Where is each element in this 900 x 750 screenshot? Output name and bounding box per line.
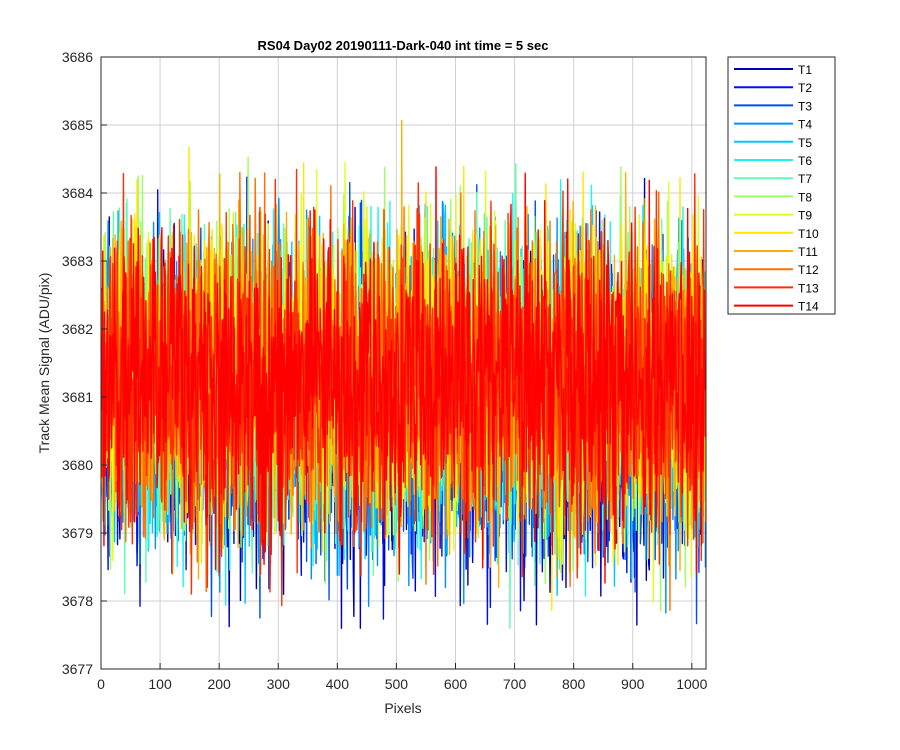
x-axis: 0 100 200 300 400 500 600 700 800 900 1000: [97, 663, 708, 692]
plot-area: 0 100 200 300 400 500 600 700 800 900 1000 3677367…: [62, 49, 708, 692]
y-tick-label: 3684: [62, 185, 93, 201]
legend-label: T5: [798, 136, 812, 150]
y-tick-label: 3683: [62, 253, 93, 269]
x-tick-label: 300: [267, 676, 291, 692]
legend-label: T11: [798, 245, 818, 259]
legend-label: T8: [798, 190, 812, 204]
legend-label: T13: [798, 281, 819, 295]
x-tick-label: 500: [385, 676, 409, 692]
x-tick-label: 700: [503, 676, 527, 692]
series-layer: [101, 119, 706, 629]
legend-box: [727, 56, 836, 315]
x-tick-label: 1000: [676, 676, 707, 692]
x-tick-label: 200: [207, 676, 231, 692]
x-tick-label: 400: [326, 676, 350, 692]
x-tick-label: 800: [562, 676, 586, 692]
legend-label: T14: [798, 300, 819, 314]
y-axis-label: Track Mean Signal (ADU/pix): [36, 273, 52, 454]
y-tick-label: 3681: [62, 389, 93, 405]
plot-frame: [100, 56, 707, 670]
legend-label: T7: [798, 172, 812, 186]
series-line-t14: [101, 166, 706, 584]
y-axis: 3677 3678 3679 3680 3681 3682 3683 3684 3685 3686: [62, 49, 107, 677]
legend-label: T2: [798, 81, 812, 95]
y-tick-label: 3678: [62, 593, 93, 609]
legend: T1 T2 T3 T4 T5 T6 T7 T8 T9 T10 T11 T12 T13 T14: [727, 56, 836, 315]
chart-title: RS04 Day02 20190111-Dark-040 int time = …: [258, 38, 549, 53]
x-axis-label: Pixels: [384, 700, 421, 716]
x-tick-label: 900: [621, 676, 645, 692]
x-tick-label: 0: [97, 676, 105, 692]
legend-label: T12: [798, 263, 819, 277]
y-tick-label: 3679: [62, 525, 93, 541]
y-tick-label: 3686: [62, 49, 93, 65]
legend-label: T3: [798, 99, 812, 113]
x-tick-label: 600: [444, 676, 468, 692]
y-tick-label: 3682: [62, 321, 93, 337]
legend-label: T1: [798, 63, 812, 77]
y-tick-label: 3680: [62, 457, 93, 473]
y-tick-label: 3685: [62, 117, 93, 133]
legend-label: T6: [798, 154, 812, 168]
y-tick-label: 3677: [62, 661, 93, 677]
legend-label: T4: [798, 118, 812, 132]
legend-label: T10: [798, 227, 819, 241]
x-tick-label: 100: [148, 676, 172, 692]
legend-label: T9: [798, 209, 812, 223]
